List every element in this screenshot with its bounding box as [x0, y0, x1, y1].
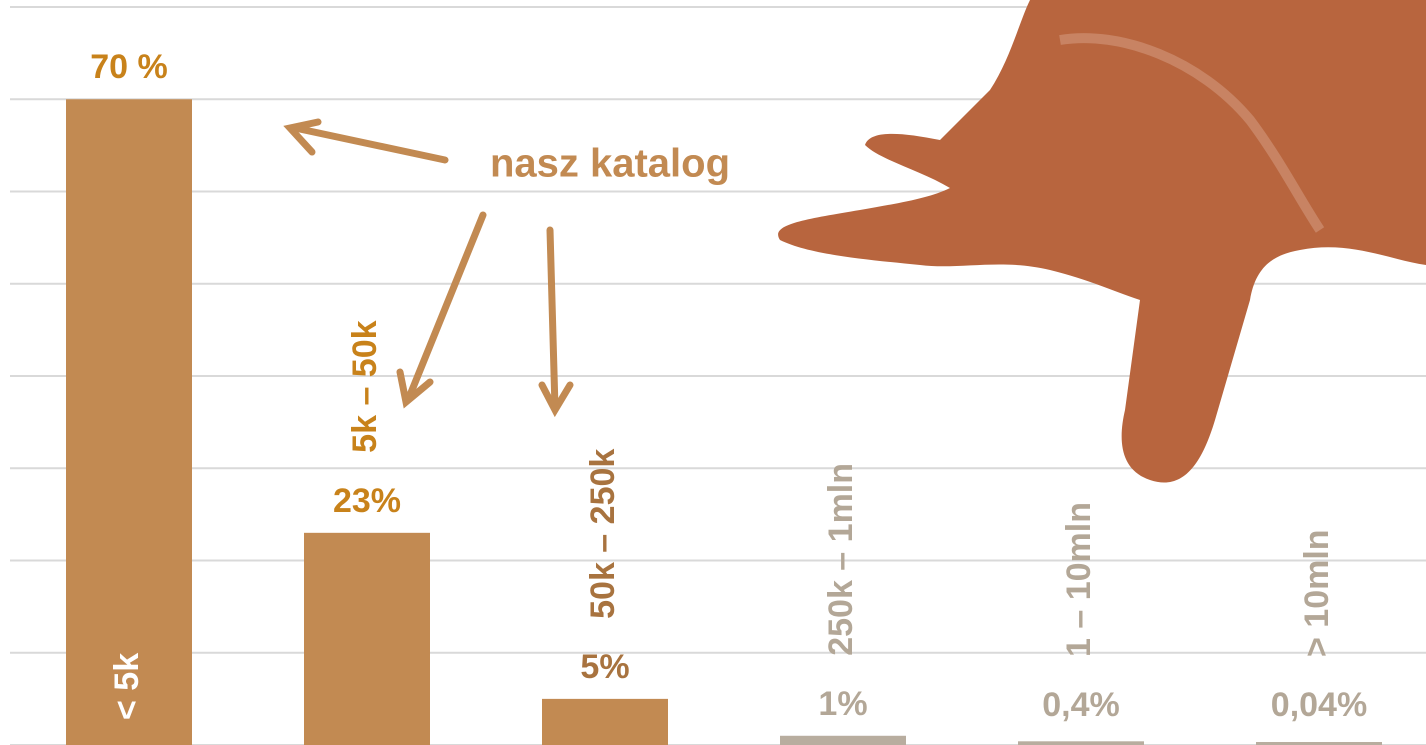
value-label: 23%: [333, 482, 401, 520]
bar: [66, 99, 192, 745]
arrow: [404, 211, 487, 404]
clay-highlight: [1059, 33, 1325, 233]
value-label: 0,04%: [1271, 686, 1367, 724]
category-label: > 10mln: [1298, 529, 1336, 657]
arrows: [283, 118, 574, 418]
arrow-head: [538, 381, 574, 418]
category-label: 250k – 1mln: [822, 463, 860, 656]
annotation: nasz katalog: [490, 142, 730, 186]
clay-figure: [778, 0, 1426, 483]
arrow-head: [396, 368, 434, 409]
arrow: [291, 124, 449, 164]
bar: [1256, 742, 1382, 745]
value-label: 70 %: [90, 48, 168, 86]
grid: [10, 6, 1426, 745]
bar: [1018, 741, 1144, 745]
clay-body: [778, 0, 1426, 483]
value-label: 5%: [580, 648, 629, 686]
arrow-head: [283, 118, 322, 156]
bar: [780, 735, 906, 745]
bar: [542, 698, 668, 745]
category-label: 1 – 10mln: [1060, 502, 1098, 657]
bar: [304, 532, 430, 745]
value-label: 1%: [818, 685, 867, 723]
arrow: [546, 226, 559, 412]
value-label: 0,4%: [1042, 686, 1120, 724]
category-label: 50k – 250k: [584, 449, 622, 619]
bars: 70 % < 5k 23% 5k – 50k 5% 50k – 250k 1% 250k – …: [66, 48, 1382, 745]
category-label: < 5k: [108, 653, 146, 720]
category-label: 5k – 50k: [346, 320, 384, 452]
